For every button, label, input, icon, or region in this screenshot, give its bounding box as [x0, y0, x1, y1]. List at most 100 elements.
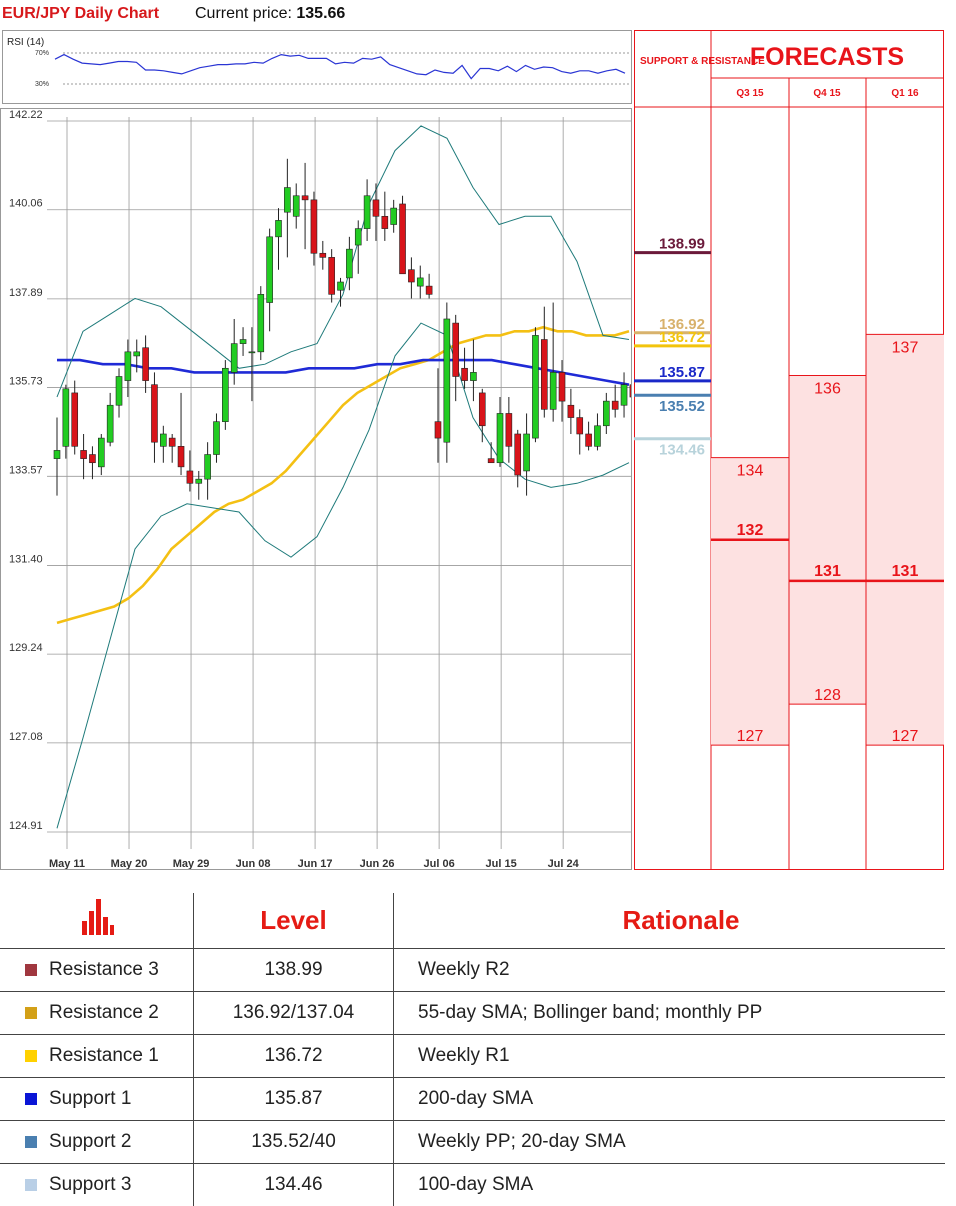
y-tick-label: 142.22 — [9, 109, 43, 121]
table-row: Support 3 134.46 100-day SMA — [0, 1164, 945, 1206]
level-rationale: 200-day SMA — [394, 1078, 946, 1121]
current-price-label: Current price: — [195, 5, 292, 22]
sr-level-label: 136.72 — [659, 329, 705, 346]
forecast-range-box — [711, 458, 789, 746]
candle-up — [594, 426, 600, 447]
candle-up — [205, 455, 211, 480]
candle-up — [293, 196, 299, 217]
x-tick-label: May 11 — [49, 858, 85, 869]
level-name: Support 1 — [49, 1088, 131, 1109]
candle-up — [240, 340, 246, 344]
candle-up — [258, 294, 264, 352]
candle-up — [417, 278, 423, 286]
candle-down — [143, 348, 149, 381]
support-resistance-header: SUPPORT & RESISTANCE — [640, 56, 765, 67]
candle-down — [479, 393, 485, 426]
candle-down — [89, 455, 95, 463]
table-row: Support 1 135.87 200-day SMA — [0, 1078, 945, 1121]
candle-down — [426, 286, 432, 294]
y-tick-label: 129.24 — [9, 642, 43, 654]
level-rationale: Weekly PP; 20-day SMA — [394, 1121, 946, 1164]
candle-up — [621, 385, 627, 406]
level-color-swatch — [25, 1136, 37, 1148]
y-tick-label: 135.73 — [9, 376, 43, 388]
level-name: Support 3 — [49, 1174, 131, 1195]
candle-down — [462, 368, 468, 380]
level-name: Support 2 — [49, 1131, 131, 1152]
rsi-chart: RSI (14) 70% 30% — [3, 31, 631, 103]
forecast-low-label: 127 — [892, 728, 919, 745]
candle-up — [54, 450, 60, 458]
rsi-line — [55, 55, 625, 79]
level-value: 134.46 — [194, 1164, 394, 1206]
y-tick-label: 131.40 — [9, 553, 43, 565]
candle-down — [488, 459, 494, 463]
sr-level-label: 138.99 — [659, 236, 705, 253]
current-price: Current price: 135.66 — [195, 5, 345, 23]
table-icon-cell — [0, 893, 194, 949]
candle-down — [568, 405, 574, 417]
candle-down — [320, 253, 326, 257]
candle-up — [550, 372, 556, 409]
x-tick-label: Jun 26 — [360, 858, 395, 869]
candle-up — [284, 188, 290, 213]
candle-up — [196, 479, 202, 483]
candle-up — [213, 422, 219, 455]
forecast-high-label: 134 — [737, 463, 764, 480]
forecasts-title: FORECASTS — [750, 43, 904, 71]
x-tick-label: Jul 15 — [486, 858, 517, 869]
candle-down — [178, 446, 184, 467]
x-tick-label: Jul 06 — [424, 858, 455, 869]
sr-level-label: 135.87 — [659, 364, 705, 381]
y-tick-label: 137.89 — [9, 287, 43, 299]
candle-down — [541, 340, 547, 410]
sr-level-label: 134.46 — [659, 442, 705, 459]
period-q3: Q3 15 — [736, 88, 764, 99]
candle-down — [151, 385, 157, 443]
period-q1: Q1 16 — [891, 88, 919, 99]
level-value: 135.52/40 — [194, 1121, 394, 1164]
table-row: Resistance 2 136.92/137.04 55-day SMA; B… — [0, 992, 945, 1035]
candle-down — [329, 257, 335, 294]
table-row: Resistance 3 138.99 Weekly R2 — [0, 949, 945, 992]
levels-table: Level Rationale Resistance 3 138.99 Week… — [0, 893, 945, 1206]
forecast-median-label: 131 — [814, 563, 841, 580]
level-value: 136.92/137.04 — [194, 992, 394, 1035]
candle-up — [160, 434, 166, 446]
candle-down — [302, 196, 308, 200]
candle-up — [63, 389, 69, 447]
candle-down — [435, 422, 441, 438]
candle-up — [444, 319, 450, 442]
level-value: 135.87 — [194, 1078, 394, 1121]
level-color-swatch — [25, 1007, 37, 1019]
period-q4: Q4 15 — [813, 88, 841, 99]
candle-down — [72, 393, 78, 446]
level-name: Resistance 2 — [49, 1002, 159, 1023]
candle-down — [586, 434, 592, 446]
y-tick-label: 127.08 — [9, 731, 43, 743]
table-row: Support 2 135.52/40 Weekly PP; 20-day SM… — [0, 1121, 945, 1164]
y-tick-label: 133.57 — [9, 464, 43, 476]
level-color-swatch — [25, 1179, 37, 1191]
candle-up — [524, 434, 530, 471]
level-value: 136.72 — [194, 1035, 394, 1078]
candle-down — [400, 204, 406, 274]
candle-up — [355, 229, 361, 245]
level-header: Level — [194, 893, 394, 949]
forecast-high-label: 137 — [892, 339, 919, 356]
candle-down — [515, 434, 521, 475]
candle-down — [453, 323, 459, 376]
candle-up — [116, 376, 122, 405]
candle-down — [577, 418, 583, 434]
level-rationale: Weekly R1 — [394, 1035, 946, 1078]
sr-level-label: 135.52 — [659, 398, 705, 415]
forecast-low-label: 128 — [814, 687, 841, 704]
forecast-high-label: 136 — [814, 380, 841, 397]
forecast-range-box — [866, 334, 944, 745]
rsi-label: RSI (14) — [7, 37, 44, 48]
candle-down — [612, 401, 618, 409]
rsi-panel: RSI (14) 70% 30% — [2, 30, 632, 104]
candle-down — [169, 438, 175, 446]
candle-up — [276, 220, 282, 236]
